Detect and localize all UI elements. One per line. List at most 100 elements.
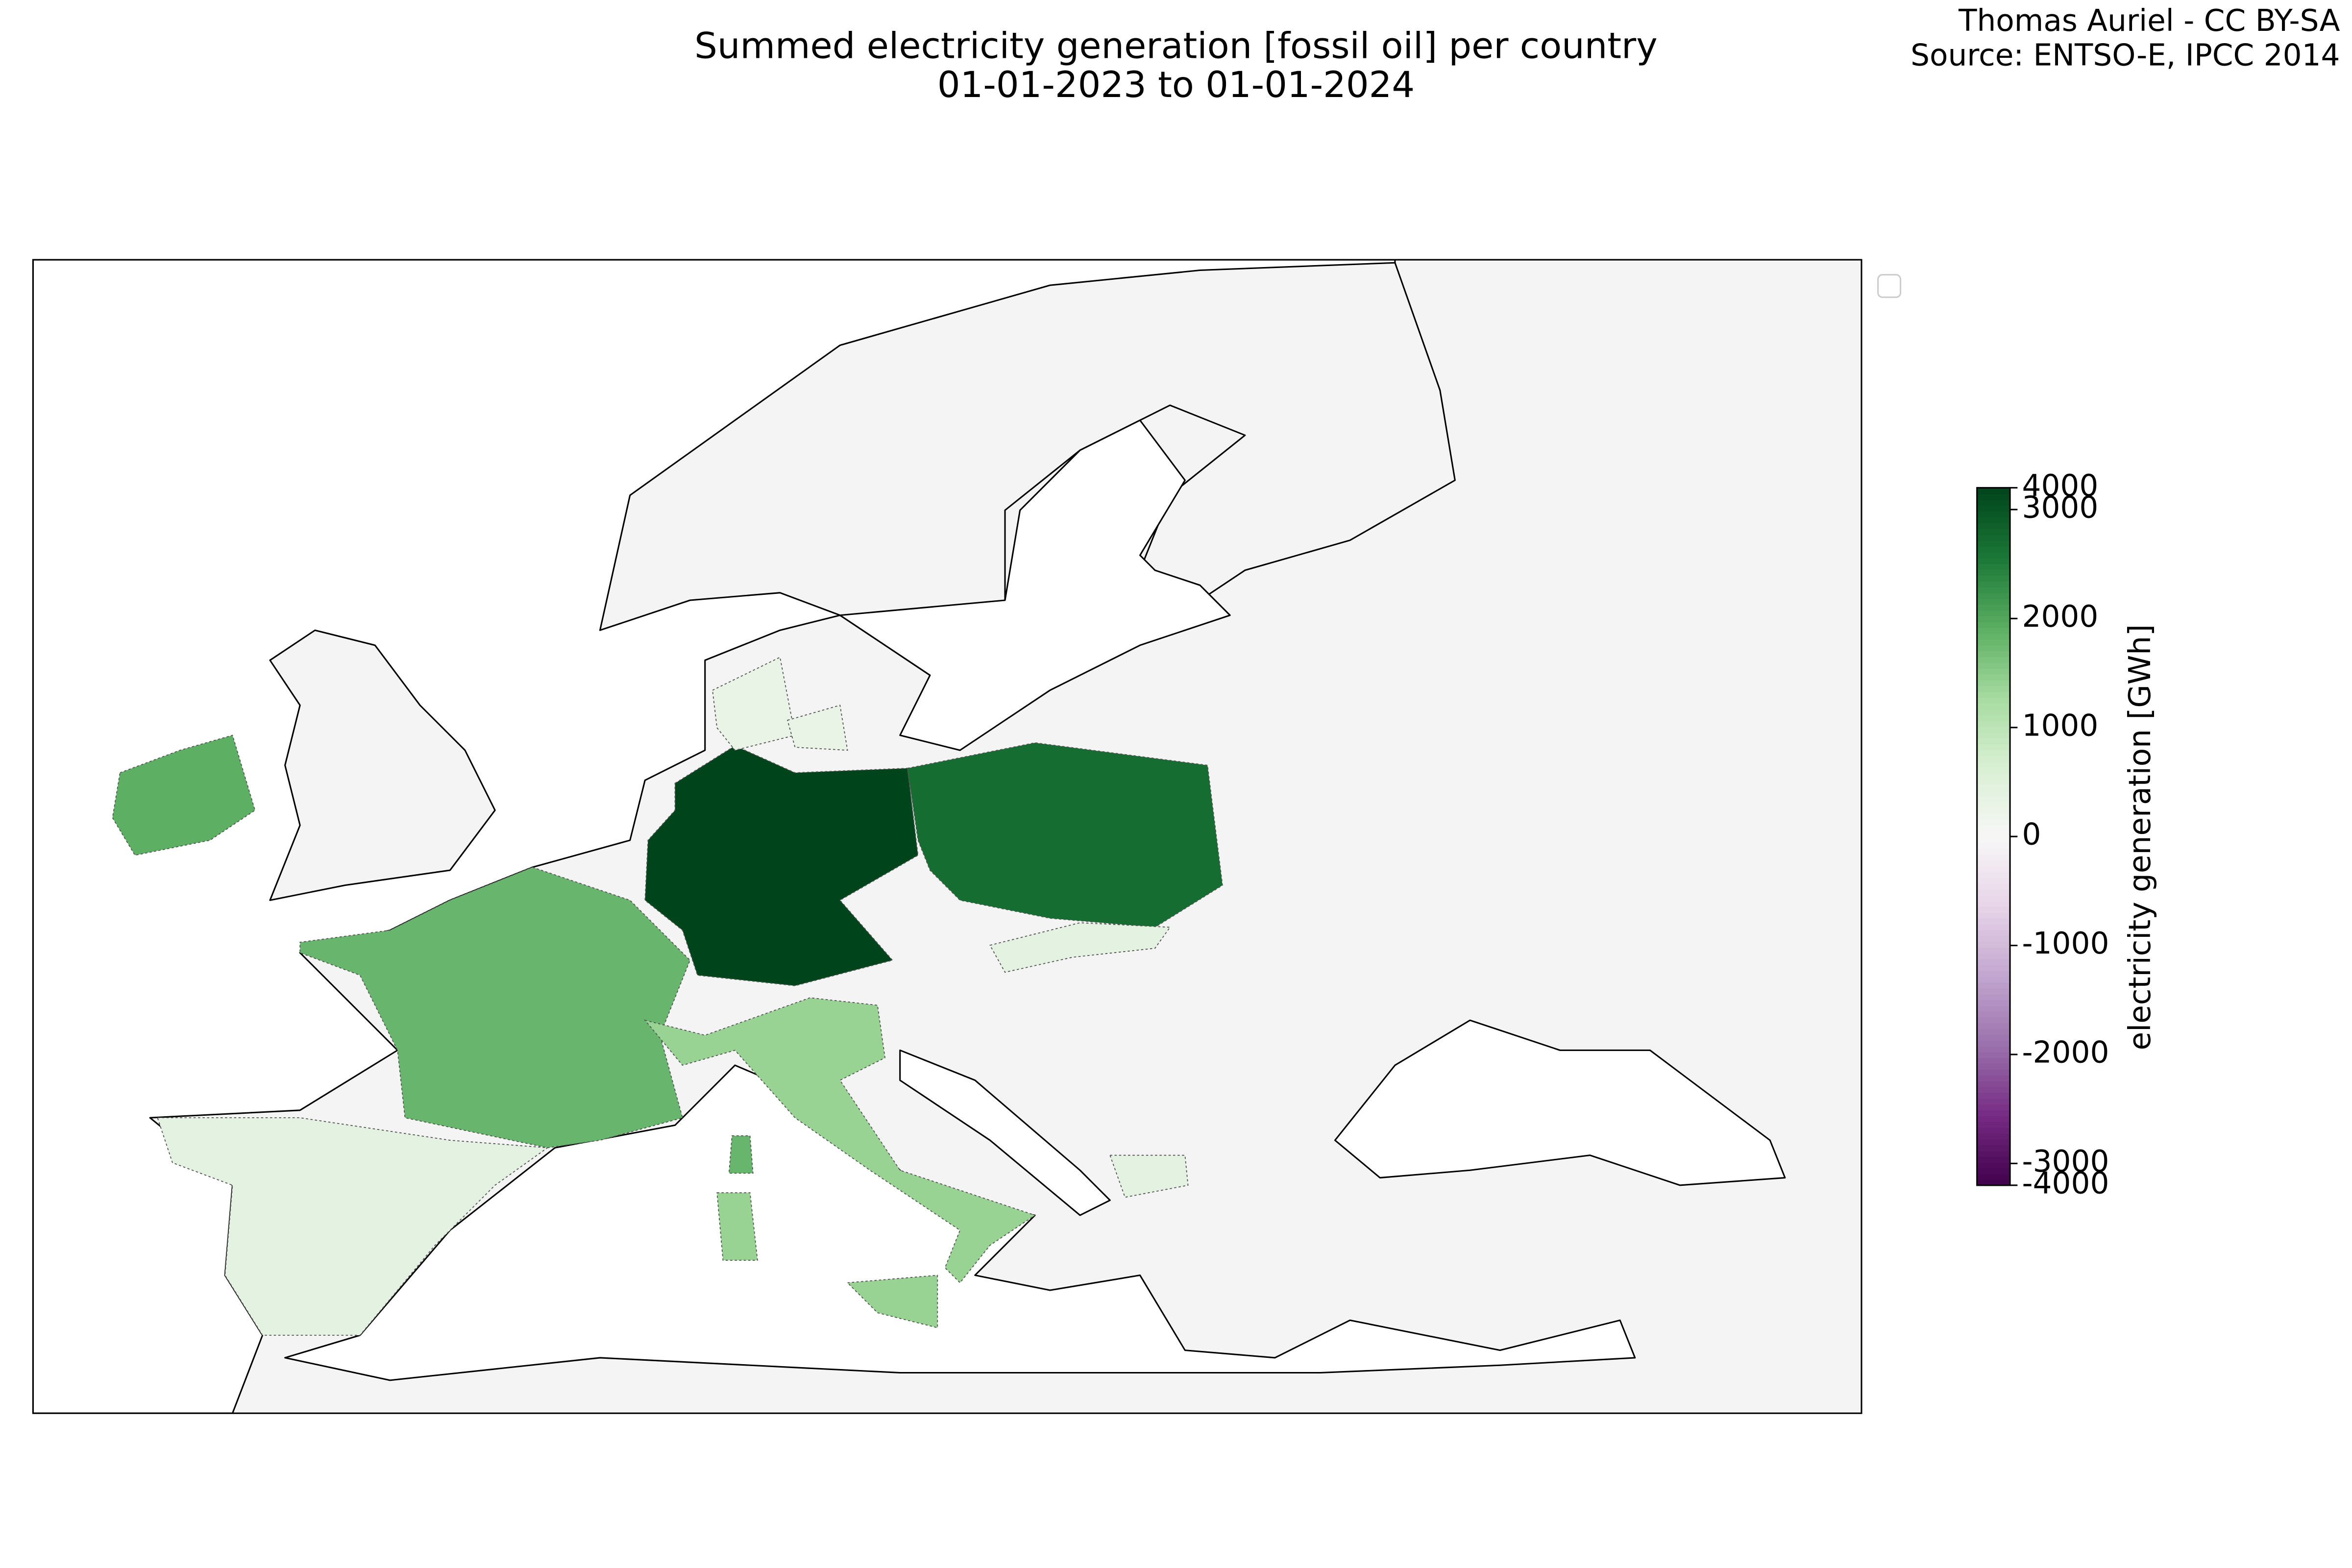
region [712, 656, 796, 751]
colorbar-swatch [1977, 970, 2010, 977]
colorbar-swatch [1977, 569, 2010, 576]
colorbar-swatch [1977, 1011, 2010, 1018]
colorbar-swatch [1977, 1016, 2010, 1024]
colorbar-swatch [1977, 516, 2010, 524]
colorbar-swatch [1977, 964, 2010, 971]
colorbar-tick-label: 1000 [2022, 708, 2099, 743]
colorbar-swatch [1977, 999, 2010, 1006]
colorbar-swatch [1977, 592, 2010, 599]
region [643, 997, 1036, 1284]
region [728, 1135, 754, 1174]
colorbar-swatch [1977, 587, 2010, 593]
colorbar: -3000 -2000 -1000 0 1000 2000 3000 -4000 4000 [1976, 468, 2109, 1200]
colorbar-swatch [1977, 499, 2010, 506]
colorbar-swatch [1977, 1115, 2010, 1122]
colorbar-swatch [1977, 976, 2010, 983]
colorbar-swatch [1977, 685, 2010, 692]
region [157, 1117, 549, 1336]
colorbar-swatch [1977, 557, 2010, 564]
colorbar-swatch [1977, 633, 2010, 640]
colorbar-swatch [1977, 644, 2010, 652]
colorbar-swatch [1977, 1133, 2010, 1140]
baltic-sea [839, 419, 1231, 751]
colorbar-swatch [1977, 726, 2010, 733]
colorbar-swatch [1977, 1075, 2010, 1081]
colorbar-swatch [1977, 488, 2010, 494]
colorbar-swatch [1977, 662, 2010, 669]
colorbar-swatch [1977, 924, 2010, 931]
colorbar-swatch [1977, 831, 2010, 837]
colorbar-swatch [1977, 598, 2010, 605]
colorbar-swatch [1977, 848, 2010, 855]
colorbar-swatch [1977, 668, 2010, 675]
colorbar-swatch [1977, 825, 2010, 832]
colorbar-swatch [1977, 1150, 2010, 1157]
region [846, 1274, 938, 1328]
colorbar-swatch [1977, 709, 2010, 715]
region [1109, 1154, 1189, 1198]
black-sea [1334, 1019, 1786, 1186]
colorbar-swatch [1977, 993, 2010, 1000]
legend-box [1877, 274, 1902, 298]
colorbar-swatch [1977, 737, 2010, 744]
colorbar-swatch [1977, 540, 2010, 547]
colorbar-swatch [1977, 703, 2010, 710]
colorbar-swatch [1977, 743, 2010, 750]
colorbar-swatch [1977, 1063, 2010, 1070]
colorbar-tick-label: 4000 [2022, 468, 2099, 503]
colorbar-swatch [1977, 813, 2010, 820]
colorbar-swatch [1977, 1121, 2010, 1128]
colorbar-swatch [1977, 1057, 2010, 1064]
colorbar-swatch [1977, 610, 2010, 616]
colorbar-swatch [1977, 918, 2010, 925]
colorbar-swatch [1977, 888, 2010, 896]
colorbar-swatch [1977, 1069, 2010, 1076]
region [644, 745, 919, 986]
colorbar-swatch [1977, 604, 2010, 611]
colorbar-swatch [1977, 1103, 2010, 1111]
colorbar-swatch [1977, 528, 2010, 535]
credit: Thomas Auriel - CC BY-SA [1958, 3, 2340, 38]
colorbar-swatch [1977, 836, 2010, 843]
colorbar-swatch [1977, 1098, 2010, 1105]
colorbar-tick-label: -4000 [2022, 1166, 2109, 1200]
regions [112, 656, 1223, 1336]
colorbar-swatch [1977, 958, 2010, 965]
colorbar-swatch [1977, 1162, 2010, 1169]
colorbar-swatch [1977, 1028, 2010, 1035]
colorbar-swatch [1977, 842, 2010, 849]
colorbar-swatch [1977, 941, 2010, 948]
colorbar-swatch [1977, 656, 2010, 663]
colorbar-swatch [1977, 551, 2010, 559]
region [299, 866, 691, 1149]
colorbar-swatch [1977, 947, 2010, 954]
colorbar-swatch [1977, 755, 2010, 762]
colorbar-swatch [1977, 760, 2010, 768]
colorbar-swatch [1977, 912, 2010, 919]
colorbar-swatch [1977, 894, 2010, 902]
credit: Source: ENTSO-E, IPCC 2014 [1911, 38, 2340, 73]
colorbar-swatch [1977, 935, 2010, 942]
colorbar-tick-label: 3000 [2022, 490, 2099, 525]
colorbar-swatch [1977, 871, 2010, 878]
colorbar-swatch [1977, 772, 2010, 780]
colorbar-swatch [1977, 1092, 2010, 1099]
colorbar-swatch [1977, 796, 2010, 803]
colorbar-swatch [1977, 511, 2010, 518]
map-frame [32, 259, 1862, 1414]
colorbar-tick-label: -3000 [2022, 1144, 2109, 1179]
colorbar-swatch [1977, 1086, 2010, 1093]
region [787, 705, 848, 751]
chart-title: Summed electricity generation [fossil oi… [694, 25, 1657, 67]
adriatic-sea [899, 1049, 1111, 1216]
colorbar-swatch [1977, 1080, 2010, 1087]
colorbar-swatch [1977, 1034, 2010, 1041]
colorbar-swatch [1977, 691, 2010, 698]
colorbar-swatch [1977, 1109, 2010, 1117]
colorbar-swatch [1977, 883, 2010, 890]
colorbar-swatch [1977, 714, 2010, 721]
colorbar-swatch [1977, 1138, 2010, 1146]
colorbar-swatch [1977, 953, 2010, 959]
